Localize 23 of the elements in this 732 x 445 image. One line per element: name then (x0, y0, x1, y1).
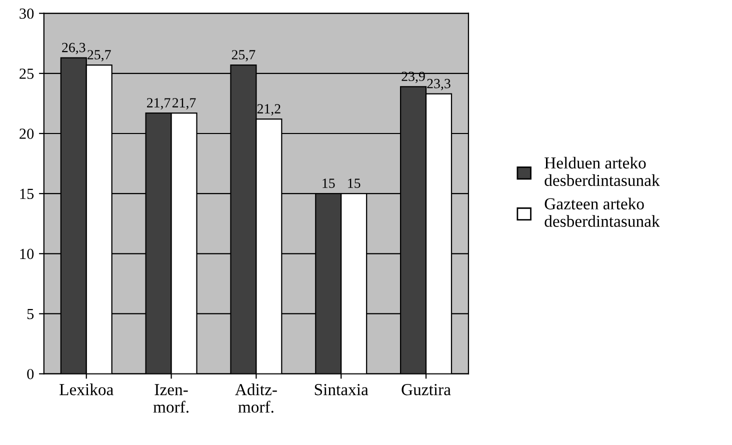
y-tick-label: 30 (20, 8, 34, 19)
data-label: 23,3 (427, 78, 450, 90)
y-tick-label: 5 (27, 309, 34, 320)
y-tick-label: 15 (20, 188, 34, 200)
data-label: 21,2 (257, 104, 280, 116)
y-tick-label: 0 (27, 368, 34, 380)
data-label: 15 (348, 178, 360, 188)
data-label: 21,7 (172, 98, 196, 110)
data-label: 25,7 (88, 50, 111, 62)
x-tick-label: Sintaxia (314, 384, 368, 396)
data-label: 15 (322, 178, 335, 188)
y-tick-label: 25 (20, 68, 34, 79)
legend-label: Helduen arteko desberdintasunak (544, 156, 660, 186)
legend-label: Gazteen arteko desberdintasunak (544, 198, 660, 227)
x-tick-label: Guztira (402, 384, 451, 396)
x-tick-label: Lexikoa (60, 384, 114, 396)
y-tick-label: 10 (20, 248, 34, 260)
y-tick-label: 20 (20, 128, 34, 139)
data-label: 25,7 (232, 50, 256, 62)
x-tick-label: Izen- morf. (153, 384, 188, 413)
x-tick-label: Aditz- morf. (235, 384, 277, 413)
data-label: 21,7 (147, 98, 170, 110)
data-label: 26,3 (62, 42, 86, 54)
